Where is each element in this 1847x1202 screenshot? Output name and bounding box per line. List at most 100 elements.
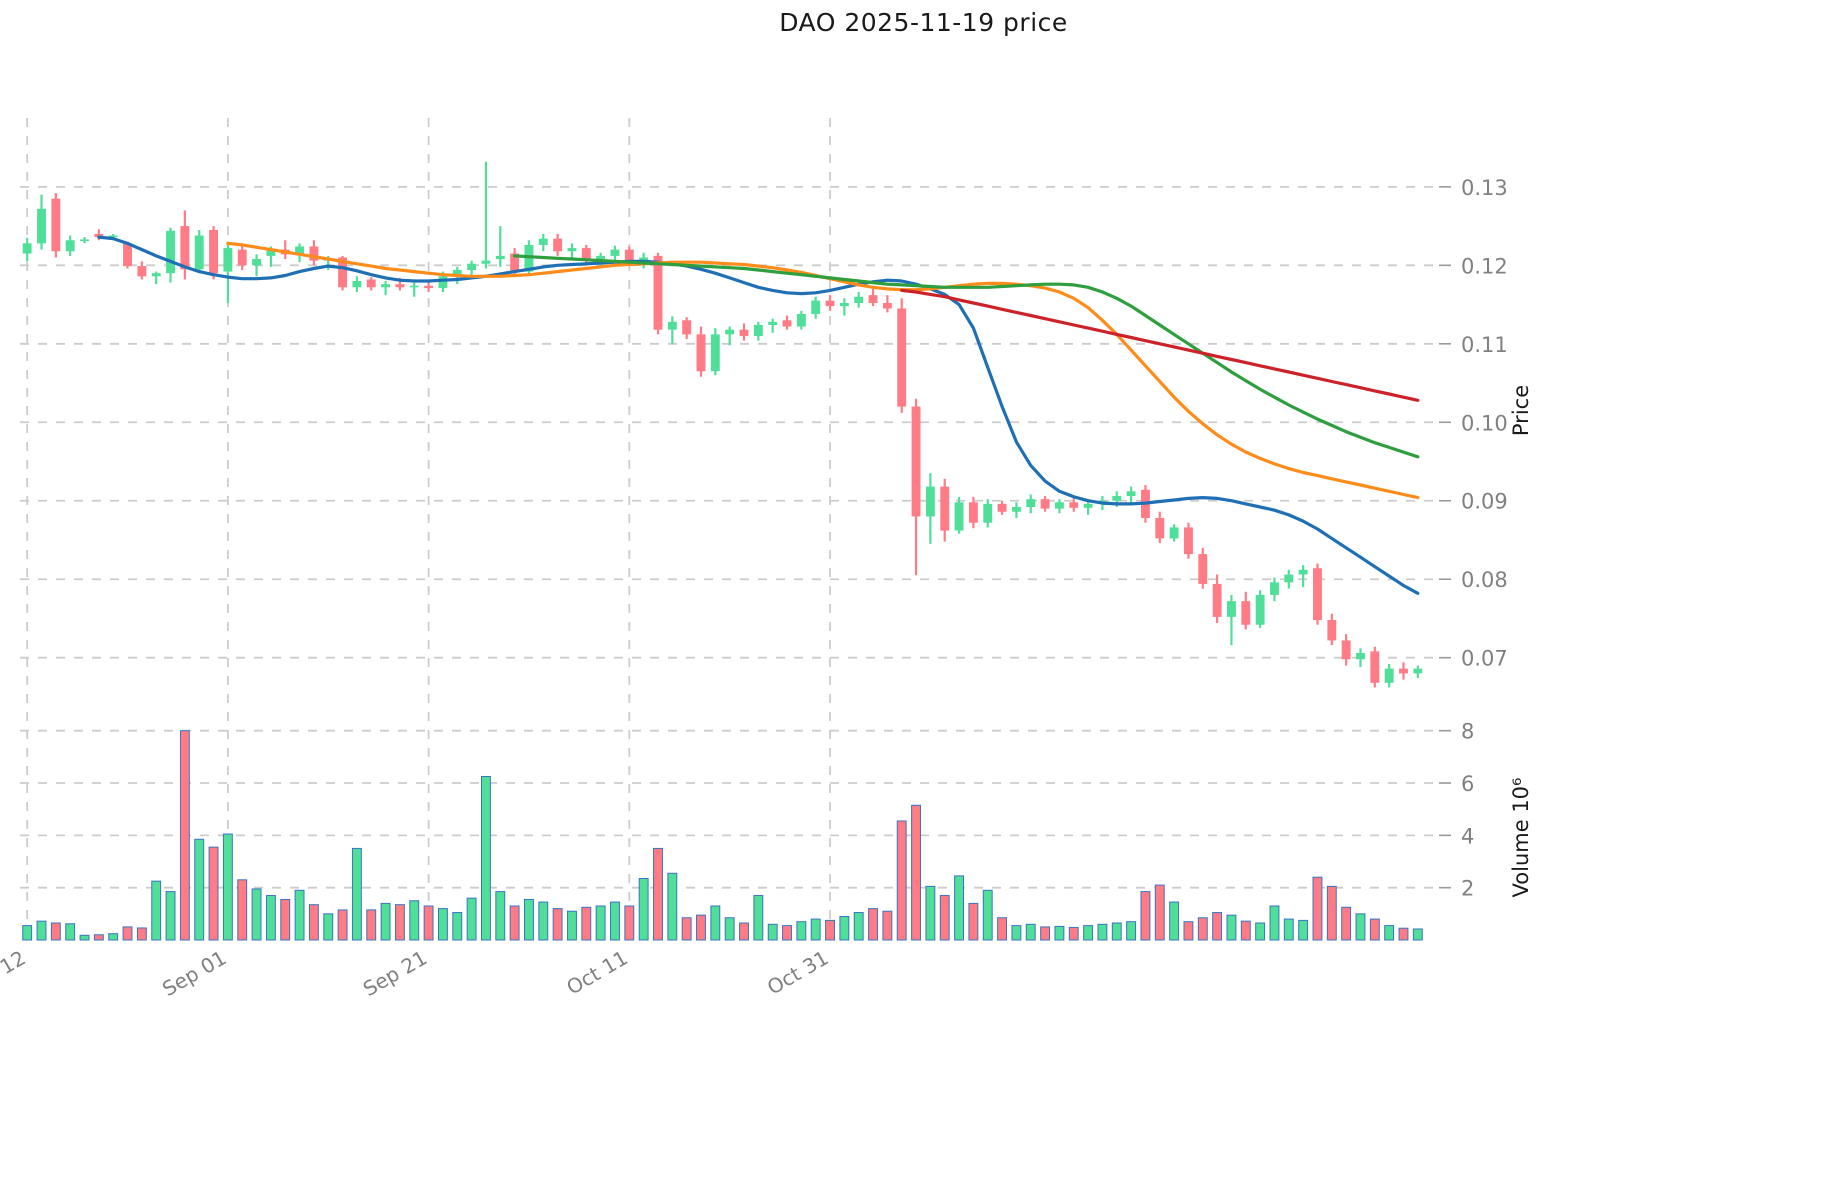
candle-body bbox=[624, 249, 634, 261]
volume-bar bbox=[667, 872, 678, 941]
candle-body bbox=[1356, 652, 1365, 660]
candle-body bbox=[653, 255, 663, 330]
volume-bar bbox=[1269, 905, 1280, 941]
candle-body bbox=[266, 249, 276, 256]
x-tick-label: Oct 31 bbox=[763, 946, 832, 1000]
candle-body bbox=[1270, 582, 1279, 595]
volume-bar bbox=[151, 880, 162, 941]
volume-tick-label: 8 bbox=[1461, 720, 1474, 744]
candle-body bbox=[166, 230, 175, 274]
volume-bar bbox=[524, 898, 534, 941]
candle-body bbox=[1112, 496, 1122, 501]
volume-bar bbox=[896, 820, 907, 941]
volume-bar bbox=[208, 846, 219, 941]
volume-bar bbox=[954, 875, 965, 941]
candle-body bbox=[753, 324, 763, 336]
candle-body bbox=[925, 486, 935, 517]
x-tick-label: Sep 01 bbox=[158, 946, 230, 1002]
volume-bar bbox=[1197, 917, 1208, 941]
candle-body bbox=[567, 248, 577, 252]
x-tick-group: Sep 21 bbox=[359, 946, 431, 1002]
volume-bar bbox=[696, 914, 706, 941]
volume-bar bbox=[624, 905, 635, 941]
candle-body bbox=[610, 249, 620, 256]
candle-body bbox=[911, 406, 921, 517]
candle-body bbox=[1083, 503, 1093, 508]
candle-body bbox=[395, 284, 405, 288]
volume-bar bbox=[1083, 925, 1094, 941]
candle-body bbox=[366, 279, 376, 288]
candle-body bbox=[381, 284, 391, 288]
ma-line-ma_green bbox=[513, 254, 1420, 459]
candle-body bbox=[596, 255, 606, 260]
volume-bar bbox=[1384, 925, 1395, 941]
x-tick-label: Aug 12 bbox=[0, 946, 30, 1002]
volume-bar bbox=[409, 900, 420, 941]
candle-body bbox=[825, 300, 835, 307]
candle-body bbox=[1341, 640, 1351, 660]
volume-bar bbox=[237, 879, 248, 941]
candle-body bbox=[725, 329, 735, 335]
price-axis-title: Price bbox=[1509, 385, 1533, 436]
candle-body bbox=[1241, 601, 1251, 625]
volume-bar bbox=[739, 922, 749, 941]
volume-bar bbox=[509, 905, 520, 941]
candle-body bbox=[639, 257, 649, 261]
price-tick-label: 0.08 bbox=[1461, 568, 1508, 592]
volume-bar bbox=[251, 888, 262, 941]
candle-body bbox=[123, 243, 132, 267]
volume-bar bbox=[581, 906, 592, 941]
candle-body bbox=[409, 285, 419, 288]
volume-bar bbox=[538, 901, 549, 941]
volume-bar bbox=[351, 847, 362, 941]
candle-body bbox=[295, 246, 305, 255]
volume-bar bbox=[93, 934, 104, 941]
candle-body bbox=[495, 255, 505, 260]
candle-body bbox=[1298, 569, 1308, 575]
candle-body bbox=[80, 239, 89, 242]
candle-body bbox=[667, 321, 677, 330]
volume-bar bbox=[997, 917, 1008, 941]
candle-body bbox=[424, 285, 434, 289]
candle-body bbox=[796, 313, 806, 327]
volume-bar bbox=[681, 917, 692, 941]
candle-body bbox=[854, 296, 864, 303]
volume-bar bbox=[767, 923, 778, 941]
volume-bar bbox=[36, 920, 47, 941]
candle-body bbox=[309, 246, 319, 261]
volume-bar bbox=[495, 891, 506, 941]
volume-bar bbox=[437, 908, 448, 941]
volume-bar bbox=[925, 885, 936, 941]
volume-bar bbox=[796, 921, 807, 941]
ma-line-ma_red bbox=[900, 288, 1420, 402]
candle-body bbox=[1212, 583, 1222, 617]
candle-body bbox=[22, 243, 32, 254]
candle-body bbox=[467, 263, 477, 271]
candle-body bbox=[538, 238, 548, 245]
volume-bar bbox=[280, 898, 291, 941]
volume-bar bbox=[423, 905, 434, 941]
volume-bar bbox=[294, 889, 305, 941]
volume-bar bbox=[853, 912, 864, 941]
candle-body bbox=[1155, 518, 1165, 539]
volume-bar bbox=[79, 934, 90, 941]
price-tick-label: 0.09 bbox=[1461, 490, 1508, 514]
candle-body bbox=[1011, 507, 1021, 512]
volume-bar bbox=[122, 926, 133, 941]
candle-body bbox=[1026, 499, 1036, 508]
volume-tick-label: 6 bbox=[1461, 772, 1474, 796]
price-axis-title-group: Price bbox=[1509, 385, 1533, 436]
volume-bar bbox=[1097, 923, 1108, 941]
candle-body bbox=[352, 281, 362, 288]
volume-bar bbox=[1011, 925, 1022, 941]
candle-body bbox=[37, 208, 46, 244]
candle-body bbox=[553, 238, 563, 252]
volume-bar bbox=[22, 925, 33, 941]
price-tick-label: 0.11 bbox=[1461, 333, 1508, 357]
candle-body bbox=[696, 334, 706, 372]
price-tick-label: 0.10 bbox=[1461, 411, 1508, 435]
volume-bar bbox=[1369, 918, 1380, 941]
candle-body bbox=[983, 503, 993, 523]
